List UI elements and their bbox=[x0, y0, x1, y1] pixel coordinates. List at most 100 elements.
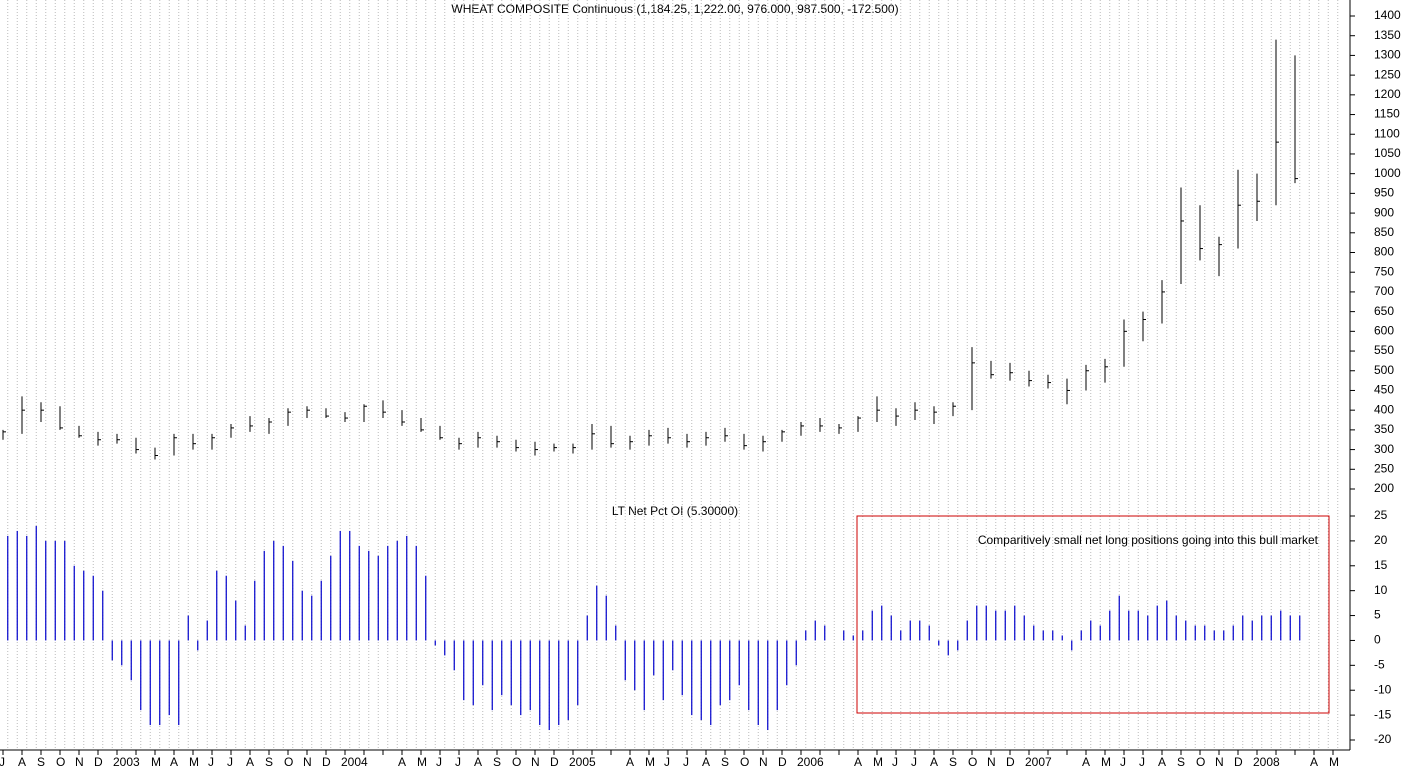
x-tick-label: J bbox=[1139, 755, 1145, 769]
y-tick-label: 1250 bbox=[1374, 67, 1401, 81]
x-tick-label: A bbox=[398, 755, 406, 769]
x-tick-label: J bbox=[683, 755, 689, 769]
x-tick-label: A bbox=[1082, 755, 1090, 769]
y-tick-label: 400 bbox=[1374, 402, 1394, 416]
x-tick-label: O bbox=[740, 755, 749, 769]
x-tick-label: A bbox=[18, 755, 26, 769]
y-tick-label: 1050 bbox=[1374, 146, 1401, 160]
x-tick-label: J bbox=[227, 755, 233, 769]
x-tick-label: J bbox=[664, 755, 670, 769]
x-tick-label: S bbox=[37, 755, 45, 769]
x-tick-label: J bbox=[208, 755, 214, 769]
x-tick-label: D bbox=[778, 755, 787, 769]
annotation: Comparitively small net long positions g… bbox=[978, 533, 1319, 547]
y-tick-label: 550 bbox=[1374, 343, 1394, 357]
y-tick-label: 300 bbox=[1374, 442, 1394, 456]
x-tick-label: A bbox=[930, 755, 938, 769]
x-tick-label: A bbox=[474, 755, 482, 769]
x-tick-label: J bbox=[1120, 755, 1126, 769]
x-tick-label: 2006 bbox=[797, 755, 824, 769]
x-tick-label: J bbox=[0, 755, 5, 769]
y-tick-label: 1000 bbox=[1374, 166, 1401, 180]
x-tick-label: D bbox=[322, 755, 331, 769]
y-tick-label: 250 bbox=[1374, 461, 1394, 475]
y-tick-label: 1200 bbox=[1374, 87, 1401, 101]
x-tick-label: J bbox=[911, 755, 917, 769]
y-tick-label: 850 bbox=[1374, 225, 1394, 239]
x-tick-label: M bbox=[151, 755, 161, 769]
y-tick-label: 200 bbox=[1374, 481, 1394, 495]
x-tick-label: M bbox=[189, 755, 199, 769]
x-tick-label: M bbox=[417, 755, 427, 769]
y-tick-label: 950 bbox=[1374, 186, 1394, 200]
x-tick-label: 2008 bbox=[1253, 755, 1280, 769]
y-tick-label: 1150 bbox=[1374, 107, 1400, 121]
x-tick-label: M bbox=[873, 755, 883, 769]
x-tick-label: S bbox=[949, 755, 957, 769]
x-tick-label: M bbox=[645, 755, 655, 769]
annotation-box bbox=[856, 515, 1330, 714]
y-tick-label: 450 bbox=[1374, 383, 1394, 397]
x-tick-label: D bbox=[94, 755, 103, 769]
x-tick-label: O bbox=[284, 755, 293, 769]
x-tick-label: O bbox=[968, 755, 977, 769]
y-tick-label: 1100 bbox=[1374, 126, 1400, 140]
y-tick-label: -10 bbox=[1374, 682, 1392, 696]
x-tick-label: N bbox=[987, 755, 996, 769]
x-tick-label: 2003 bbox=[113, 755, 140, 769]
x-tick-label: S bbox=[1177, 755, 1185, 769]
x-tick-label: A bbox=[702, 755, 710, 769]
x-tick-label: D bbox=[550, 755, 559, 769]
y-tick-label: 650 bbox=[1374, 304, 1394, 318]
x-tick-label: J bbox=[455, 755, 461, 769]
x-tick-label: N bbox=[1215, 755, 1224, 769]
x-tick-label: M bbox=[1329, 755, 1339, 769]
y-tick-label: 10 bbox=[1374, 583, 1388, 597]
y-tick-label: 800 bbox=[1374, 245, 1394, 259]
x-tick-label: A bbox=[246, 755, 254, 769]
y-tick-label: 600 bbox=[1374, 324, 1394, 338]
x-tick-label: D bbox=[1234, 755, 1243, 769]
x-tick-label: M bbox=[1101, 755, 1111, 769]
y-tick-label: 900 bbox=[1374, 205, 1394, 219]
x-tick-label: A bbox=[1158, 755, 1166, 769]
x-tick-label: S bbox=[493, 755, 501, 769]
y-tick-label: 25 bbox=[1374, 508, 1388, 522]
y-tick-label: -20 bbox=[1374, 732, 1392, 746]
x-tick-label: S bbox=[265, 755, 273, 769]
chart-title: WHEAT COMPOSITE Continuous (1,184.25, 1,… bbox=[451, 2, 898, 16]
x-tick-label: 2005 bbox=[569, 755, 596, 769]
y-tick-label: 750 bbox=[1374, 264, 1394, 278]
y-tick-label: 500 bbox=[1374, 363, 1394, 377]
x-tick-label: 2007 bbox=[1025, 755, 1052, 769]
y-tick-label: 5 bbox=[1374, 608, 1381, 622]
x-tick-label: S bbox=[721, 755, 729, 769]
y-tick-label: 350 bbox=[1374, 422, 1394, 436]
y-tick-label: -5 bbox=[1374, 658, 1385, 672]
x-tick-label: N bbox=[75, 755, 84, 769]
x-tick-label: 2004 bbox=[341, 755, 368, 769]
y-tick-label: 700 bbox=[1374, 284, 1394, 298]
x-tick-label: A bbox=[1310, 755, 1318, 769]
x-tick-label: N bbox=[303, 755, 312, 769]
x-tick-label: A bbox=[626, 755, 634, 769]
x-tick-label: D bbox=[1006, 755, 1015, 769]
x-tick-label: O bbox=[512, 755, 521, 769]
x-tick-label: J bbox=[892, 755, 898, 769]
x-tick-label: O bbox=[1196, 755, 1205, 769]
x-tick-label: O bbox=[56, 755, 65, 769]
y-tick-label: 20 bbox=[1374, 533, 1388, 547]
y-tick-label: 0 bbox=[1374, 633, 1381, 647]
x-tick-label: J bbox=[436, 755, 442, 769]
y-tick-label: -15 bbox=[1374, 707, 1392, 721]
panel-title: LT Net Pct OI (5.30000) bbox=[612, 504, 738, 518]
y-tick-label: 15 bbox=[1374, 558, 1388, 572]
y-tick-label: 1350 bbox=[1374, 28, 1401, 42]
y-tick-label: 1400 bbox=[1374, 8, 1401, 22]
x-tick-label: N bbox=[531, 755, 540, 769]
x-tick-label: A bbox=[170, 755, 178, 769]
x-tick-label: A bbox=[854, 755, 862, 769]
y-tick-label: 1300 bbox=[1374, 48, 1401, 62]
